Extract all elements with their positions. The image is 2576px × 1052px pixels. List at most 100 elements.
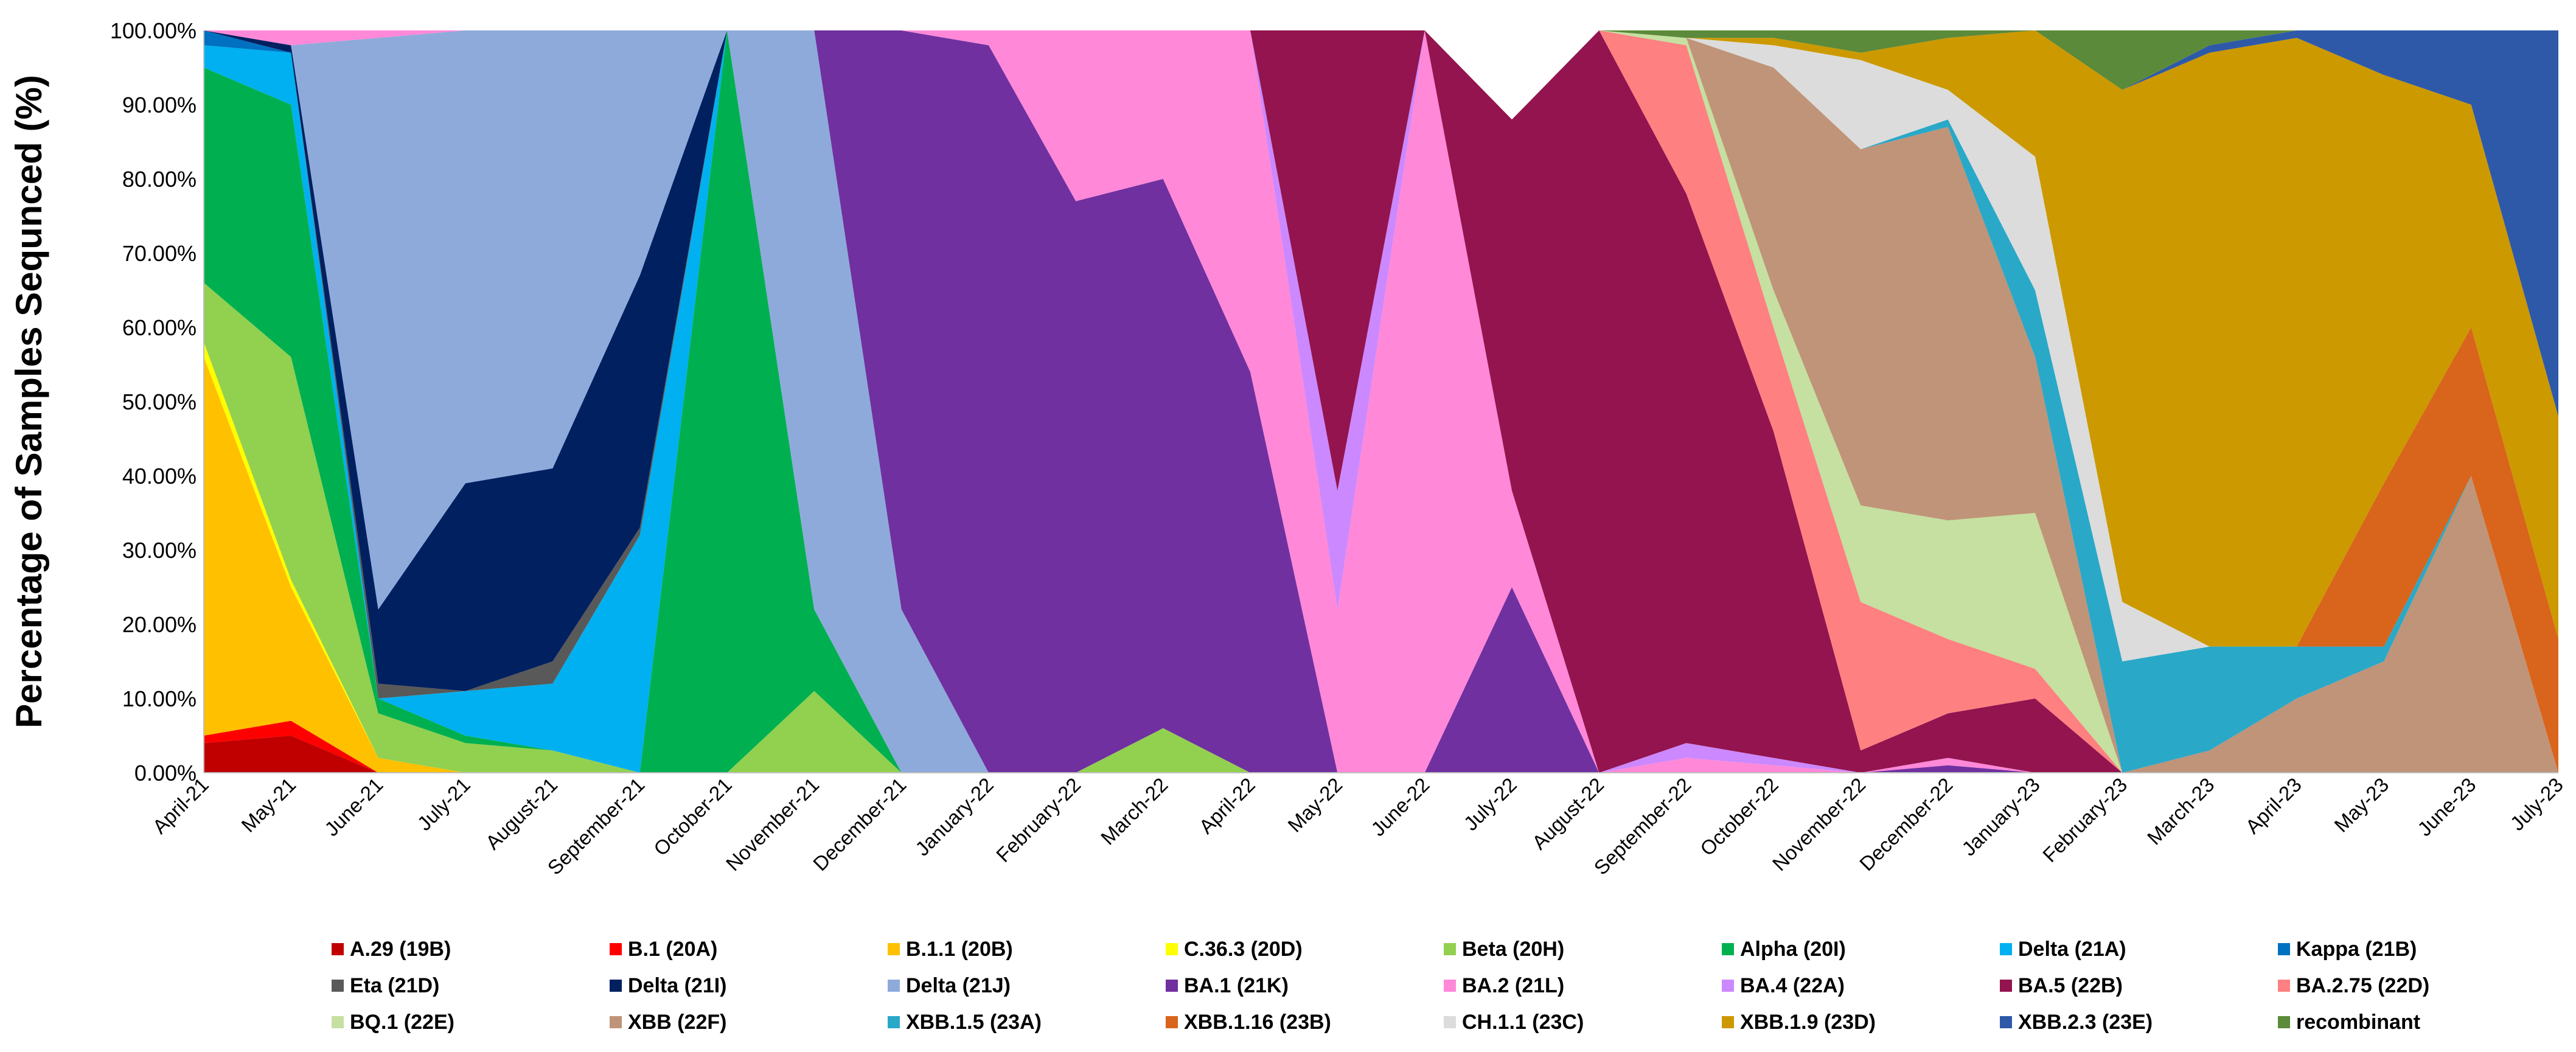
legend-label: Delta (21J): [906, 974, 1011, 997]
legend-label: XBB.2.3 (23E): [2018, 1010, 2153, 1034]
legend-item: XBB.1.5 (23A): [888, 1004, 1166, 1040]
legend-swatch: [332, 980, 344, 992]
legend-swatch: [610, 943, 622, 955]
area-series-16: [204, 30, 2558, 773]
legend-label: recombinant: [2296, 1010, 2421, 1034]
legend-item: B.1 (20A): [610, 931, 888, 967]
x-tick-label: December-21: [809, 773, 911, 876]
legend-label: BA.2 (21L): [1462, 974, 1565, 997]
legend-label: XBB (22F): [628, 1010, 727, 1034]
legend-item: XBB.1.16 (23B): [1166, 1004, 1444, 1040]
legend-swatch: [2000, 943, 2012, 955]
x-tick-label: October-22: [1696, 773, 1783, 860]
x-tick-label: July-21: [413, 773, 475, 835]
legend-label: Eta (21D): [350, 974, 440, 997]
y-tick-label: 20.00%: [122, 612, 197, 637]
x-tick-label: January-22: [911, 773, 998, 860]
legend-swatch: [2278, 1016, 2290, 1028]
legend-item: BA.4 (22A): [1722, 967, 2000, 1004]
legend-swatch: [2278, 980, 2290, 992]
y-tick-label: 10.00%: [122, 686, 197, 711]
y-tick-label: 100.00%: [110, 18, 197, 43]
x-tick-label: March-23: [2143, 773, 2219, 849]
x-tick-label: November-21: [722, 773, 824, 876]
area-series-10: [204, 30, 2558, 773]
legend-item: XBB.2.3 (23E): [2000, 1004, 2278, 1040]
legend-swatch: [888, 943, 900, 955]
legend-label: C.36.3 (20D): [1184, 937, 1303, 961]
legend-swatch: [1722, 943, 1734, 955]
y-tick-label: 0.00%: [134, 761, 197, 786]
legend-swatch: [888, 1016, 900, 1028]
x-tick-label: June-21: [320, 773, 387, 840]
x-tick-label: February-22: [992, 773, 1085, 866]
legend-item: BA.1 (21K): [1166, 967, 1444, 1004]
legend-swatch: [2000, 1016, 2012, 1028]
area-series-12: [204, 30, 2558, 773]
legend-item: XBB (22F): [610, 1004, 888, 1040]
legend-label: B.1.1 (20B): [906, 937, 1013, 961]
legend-label: BA.2.75 (22D): [2296, 974, 2430, 997]
legend-label: Alpha (20I): [1740, 937, 1846, 961]
legend-swatch: [2000, 980, 2012, 992]
legend-label: XBB.1.9 (23D): [1740, 1010, 1876, 1034]
legend-label: Delta (21I): [628, 974, 727, 997]
x-tick-label: May-22: [1283, 773, 1346, 837]
x-tick-label: November-22: [1768, 773, 1870, 876]
legend-swatch: [1722, 1016, 1734, 1028]
legend-item: BA.2 (21L): [1444, 967, 1722, 1004]
x-tick-label: May-21: [237, 773, 300, 837]
legend-item: CH.1.1 (23C): [1444, 1004, 1722, 1040]
x-tick-label: August-22: [1528, 773, 1609, 854]
legend-label: B.1 (20A): [628, 937, 718, 961]
legend-item: Alpha (20I): [1722, 931, 2000, 967]
legend-swatch: [888, 980, 900, 992]
legend-item: Delta (21J): [888, 967, 1166, 1004]
legend-swatch: [1166, 943, 1178, 955]
x-tick-label: June-22: [1366, 773, 1433, 840]
legend-swatch: [1444, 943, 1456, 955]
legend-swatch: [2278, 943, 2290, 955]
legend-label: XBB.1.16 (23B): [1184, 1010, 1331, 1034]
legend-label: BA.4 (22A): [1740, 974, 1845, 997]
x-tick-label: May-23: [2330, 773, 2393, 837]
legend-item: Eta (21D): [332, 967, 610, 1004]
legend-item: C.36.3 (20D): [1166, 931, 1444, 967]
legend-item: Delta (21I): [610, 967, 888, 1004]
x-tick-label: June-23: [2413, 773, 2480, 840]
legend-swatch: [1444, 1016, 1456, 1028]
legend-label: A.29 (19B): [350, 937, 451, 961]
x-tick-label: July-23: [2506, 773, 2567, 835]
area-series-14: [204, 30, 2558, 773]
y-tick-label: 30.00%: [122, 538, 197, 563]
x-tick-label: July-22: [1460, 773, 1521, 835]
legend-swatch: [332, 943, 344, 955]
legend-item: A.29 (19B): [332, 931, 610, 967]
legend-label: CH.1.1 (23C): [1462, 1010, 1584, 1034]
y-tick-label: 40.00%: [122, 464, 197, 489]
legend-item: B.1.1 (20B): [888, 931, 1166, 967]
legend-label: BA.5 (22B): [2018, 974, 2123, 997]
x-tick-label: April-23: [2241, 773, 2306, 838]
legend-label: Beta (20H): [1462, 937, 1565, 961]
legend-label: BQ.1 (22E): [350, 1010, 454, 1034]
legend-item: XBB.1.9 (23D): [1722, 1004, 2000, 1040]
legend-label: BA.1 (21K): [1184, 974, 1289, 997]
legend-swatch: [610, 1016, 622, 1028]
legend-item: BA.5 (22B): [2000, 967, 2278, 1004]
legend-item: BQ.1 (22E): [332, 1004, 610, 1040]
legend-swatch: [610, 980, 622, 992]
y-tick-label: 70.00%: [122, 241, 197, 266]
y-tick-label: 80.00%: [122, 167, 197, 192]
legend-swatch: [332, 1016, 344, 1028]
area-series-5: [204, 30, 2558, 773]
x-tick-label: March-22: [1096, 773, 1172, 849]
legend: A.29 (19B) B.1 (20A) B.1.1 (20B) C.36.3 (20…: [332, 931, 2558, 1047]
legend-swatch: [1444, 980, 1456, 992]
legend-label: Delta (21A): [2018, 937, 2126, 961]
legend-item: BA.2.75 (22D): [2278, 967, 2556, 1004]
y-axis-title: Percentage of Samples Sequnced (%): [9, 75, 49, 728]
legend-swatch: [1166, 980, 1178, 992]
y-tick-label: 60.00%: [122, 315, 197, 340]
